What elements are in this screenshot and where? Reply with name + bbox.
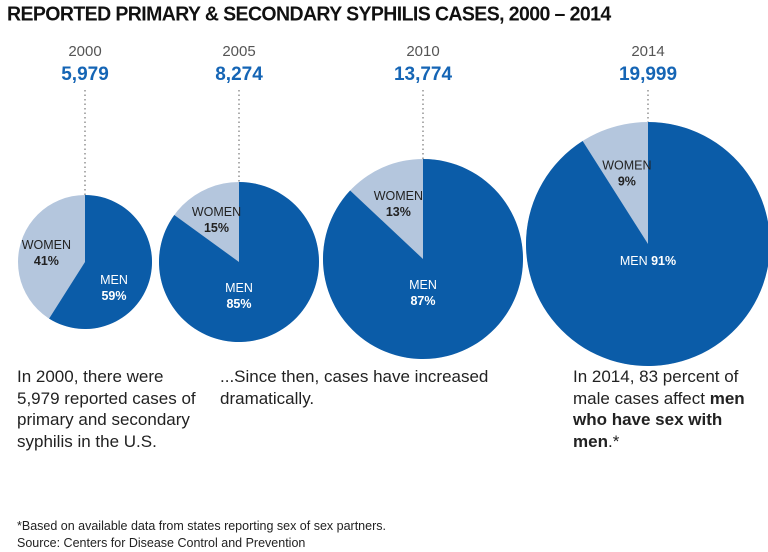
men-label: MEN xyxy=(100,273,128,287)
men-pct: 59% xyxy=(101,289,126,303)
women-label: WOMEN xyxy=(192,205,241,219)
slice-men xyxy=(526,122,768,366)
women-pct: 9% xyxy=(618,174,636,188)
note-2000: In 2000, there were 5,979 reported cases… xyxy=(17,367,196,451)
source: Source: Centers for Disease Control and … xyxy=(17,536,306,550)
men-pct: 85% xyxy=(226,297,251,311)
year-label: 2000 xyxy=(68,43,101,60)
men-pct: 91% xyxy=(651,254,676,268)
total-label: 8,274 xyxy=(215,64,263,85)
men-label: MEN xyxy=(409,278,437,292)
women-pct: 13% xyxy=(386,205,411,219)
note-increase: ...Since then, cases have increased dram… xyxy=(220,367,489,408)
slice-men xyxy=(49,195,152,329)
note-2014-bold: men who have sex with men xyxy=(573,388,745,451)
men-label: MEN xyxy=(225,281,253,295)
total-label: 19,999 xyxy=(619,64,677,85)
footnote: *Based on available data from states rep… xyxy=(17,519,386,533)
year-label: 2014 xyxy=(631,43,664,60)
women-pct: 15% xyxy=(204,221,229,235)
chart-title: REPORTED PRIMARY & SECONDARY SYPHILIS CA… xyxy=(7,2,611,26)
year-label: 2005 xyxy=(222,43,255,60)
total-label: 5,979 xyxy=(61,64,109,85)
women-pct: 41% xyxy=(34,254,59,268)
note-2014: In 2014, 83 percent of male cases affect… xyxy=(573,366,753,452)
total-label: 13,774 xyxy=(394,64,453,85)
year-label: 2010 xyxy=(406,43,439,60)
men-pct: 87% xyxy=(410,294,435,308)
men-label: MEN 91% xyxy=(620,254,676,268)
note-2014-a: In 2014, 83 percent of male cases affect xyxy=(573,367,739,408)
women-label: WOMEN xyxy=(374,189,423,203)
slice-men xyxy=(159,181,319,342)
slice-men xyxy=(323,159,523,359)
women-label: WOMEN xyxy=(22,238,71,252)
note-2014-c: .* xyxy=(607,431,620,451)
women-label: WOMEN xyxy=(602,158,651,172)
